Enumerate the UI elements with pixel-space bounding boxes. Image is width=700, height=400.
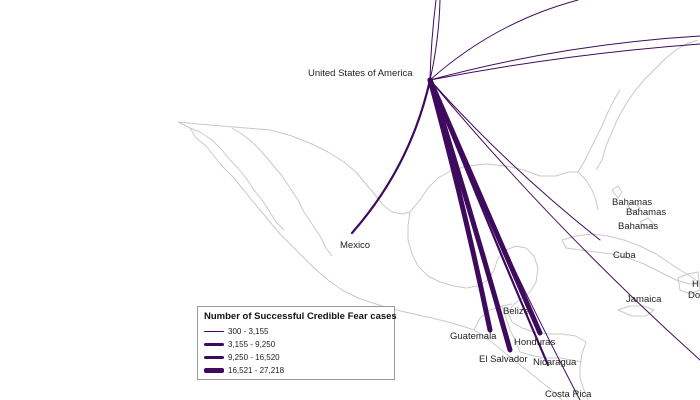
legend-row-3: 9,250 - 16,520 [204,351,388,364]
label-bahamas-2: Bahamas [626,207,666,218]
coast-us-atlantic [595,39,699,171]
legend-line-1 [204,331,224,332]
border-guatemala-mexico [473,303,513,331]
coast-central-america-caribbean [579,341,589,400]
flow-line-el-salvador [427,77,513,353]
coast-bahamas-3 [639,217,655,229]
flow-line-offmap-4 [429,35,700,81]
flow-line-nicaragua [428,78,550,367]
coast-baja-pacific [177,121,475,331]
coast-hispaniola [677,271,700,295]
coast-central-america-pacific [473,329,563,400]
label-nicaragua: Nicaragua [533,357,577,368]
place-labels: United States of America Mexico Bahamas … [308,68,700,400]
coast-bahamas-1 [611,185,623,199]
flow-line-cuba [429,79,601,241]
legend-swatch-2 [204,338,224,351]
coast-bahamas-2 [627,201,641,213]
label-haiti-partial: H [692,279,699,290]
label-belize: Belize [503,306,529,317]
legend-label-1: 300 - 3,155 [228,327,269,336]
flow-line-offmap-2 [429,0,441,81]
legend-label-2: 3,155 - 9,250 [228,340,276,349]
legend: Number of Successful Credible Fear cases… [197,306,397,380]
coastlines [177,39,700,400]
flow-line-offmap-1 [429,0,437,81]
flow-lines [350,0,700,400]
label-bahamas-1: Bahamas [612,197,652,208]
legend-label-4: 16,521 - 27,218 [228,366,285,375]
border-honduras-nicaragua [519,351,583,363]
label-bahamas-3: Bahamas [618,221,658,232]
legend-title: Number of Successful Credible Fear cases [204,311,397,322]
label-mexico: Mexico [340,240,370,251]
legend-row-2: 3,155 - 9,250 [204,338,388,351]
coast-gulf-mexico [407,211,539,293]
coast-jamaica [617,305,655,317]
label-usa: United States of America [308,68,413,79]
legend-line-4 [204,368,224,373]
label-costa-rica: Costa Rica [545,389,592,400]
legend-line-2 [204,343,224,346]
label-jamaica: Jamaica [626,294,662,305]
legend-line-3 [204,355,224,360]
coast-gulf-of-california [189,127,285,231]
legend-row-1: 300 - 3,155 [204,325,388,338]
legend-swatch-1 [204,325,224,338]
legend-swatch-4 [204,364,224,377]
flow-line-mexico [350,78,432,235]
label-guatemala: Guatemala [450,331,497,342]
label-honduras: Honduras [514,337,555,348]
border-us-mexico [177,121,411,215]
label-cuba: Cuba [613,250,636,261]
coast-florida [577,89,621,173]
coast-sonora [231,127,333,257]
label-el-salvador: El Salvador [479,354,528,365]
label-dominican-partial: Do [688,290,700,301]
flow-line-costa-rica [429,79,581,400]
border-guatemala-honduras [501,305,521,353]
coast-yucatan-belize [507,291,587,343]
coast-us-gulf [409,163,599,213]
flow-line-offmap-3 [429,0,579,81]
legend-row-4: 16,521 - 27,218 [204,364,388,377]
coast-cuba [561,233,699,285]
legend-swatch-3 [204,351,224,364]
flow-line-haiti [429,79,700,361]
legend-label-3: 9,250 - 16,520 [228,353,280,362]
flow-line-offmap-5 [429,43,700,81]
